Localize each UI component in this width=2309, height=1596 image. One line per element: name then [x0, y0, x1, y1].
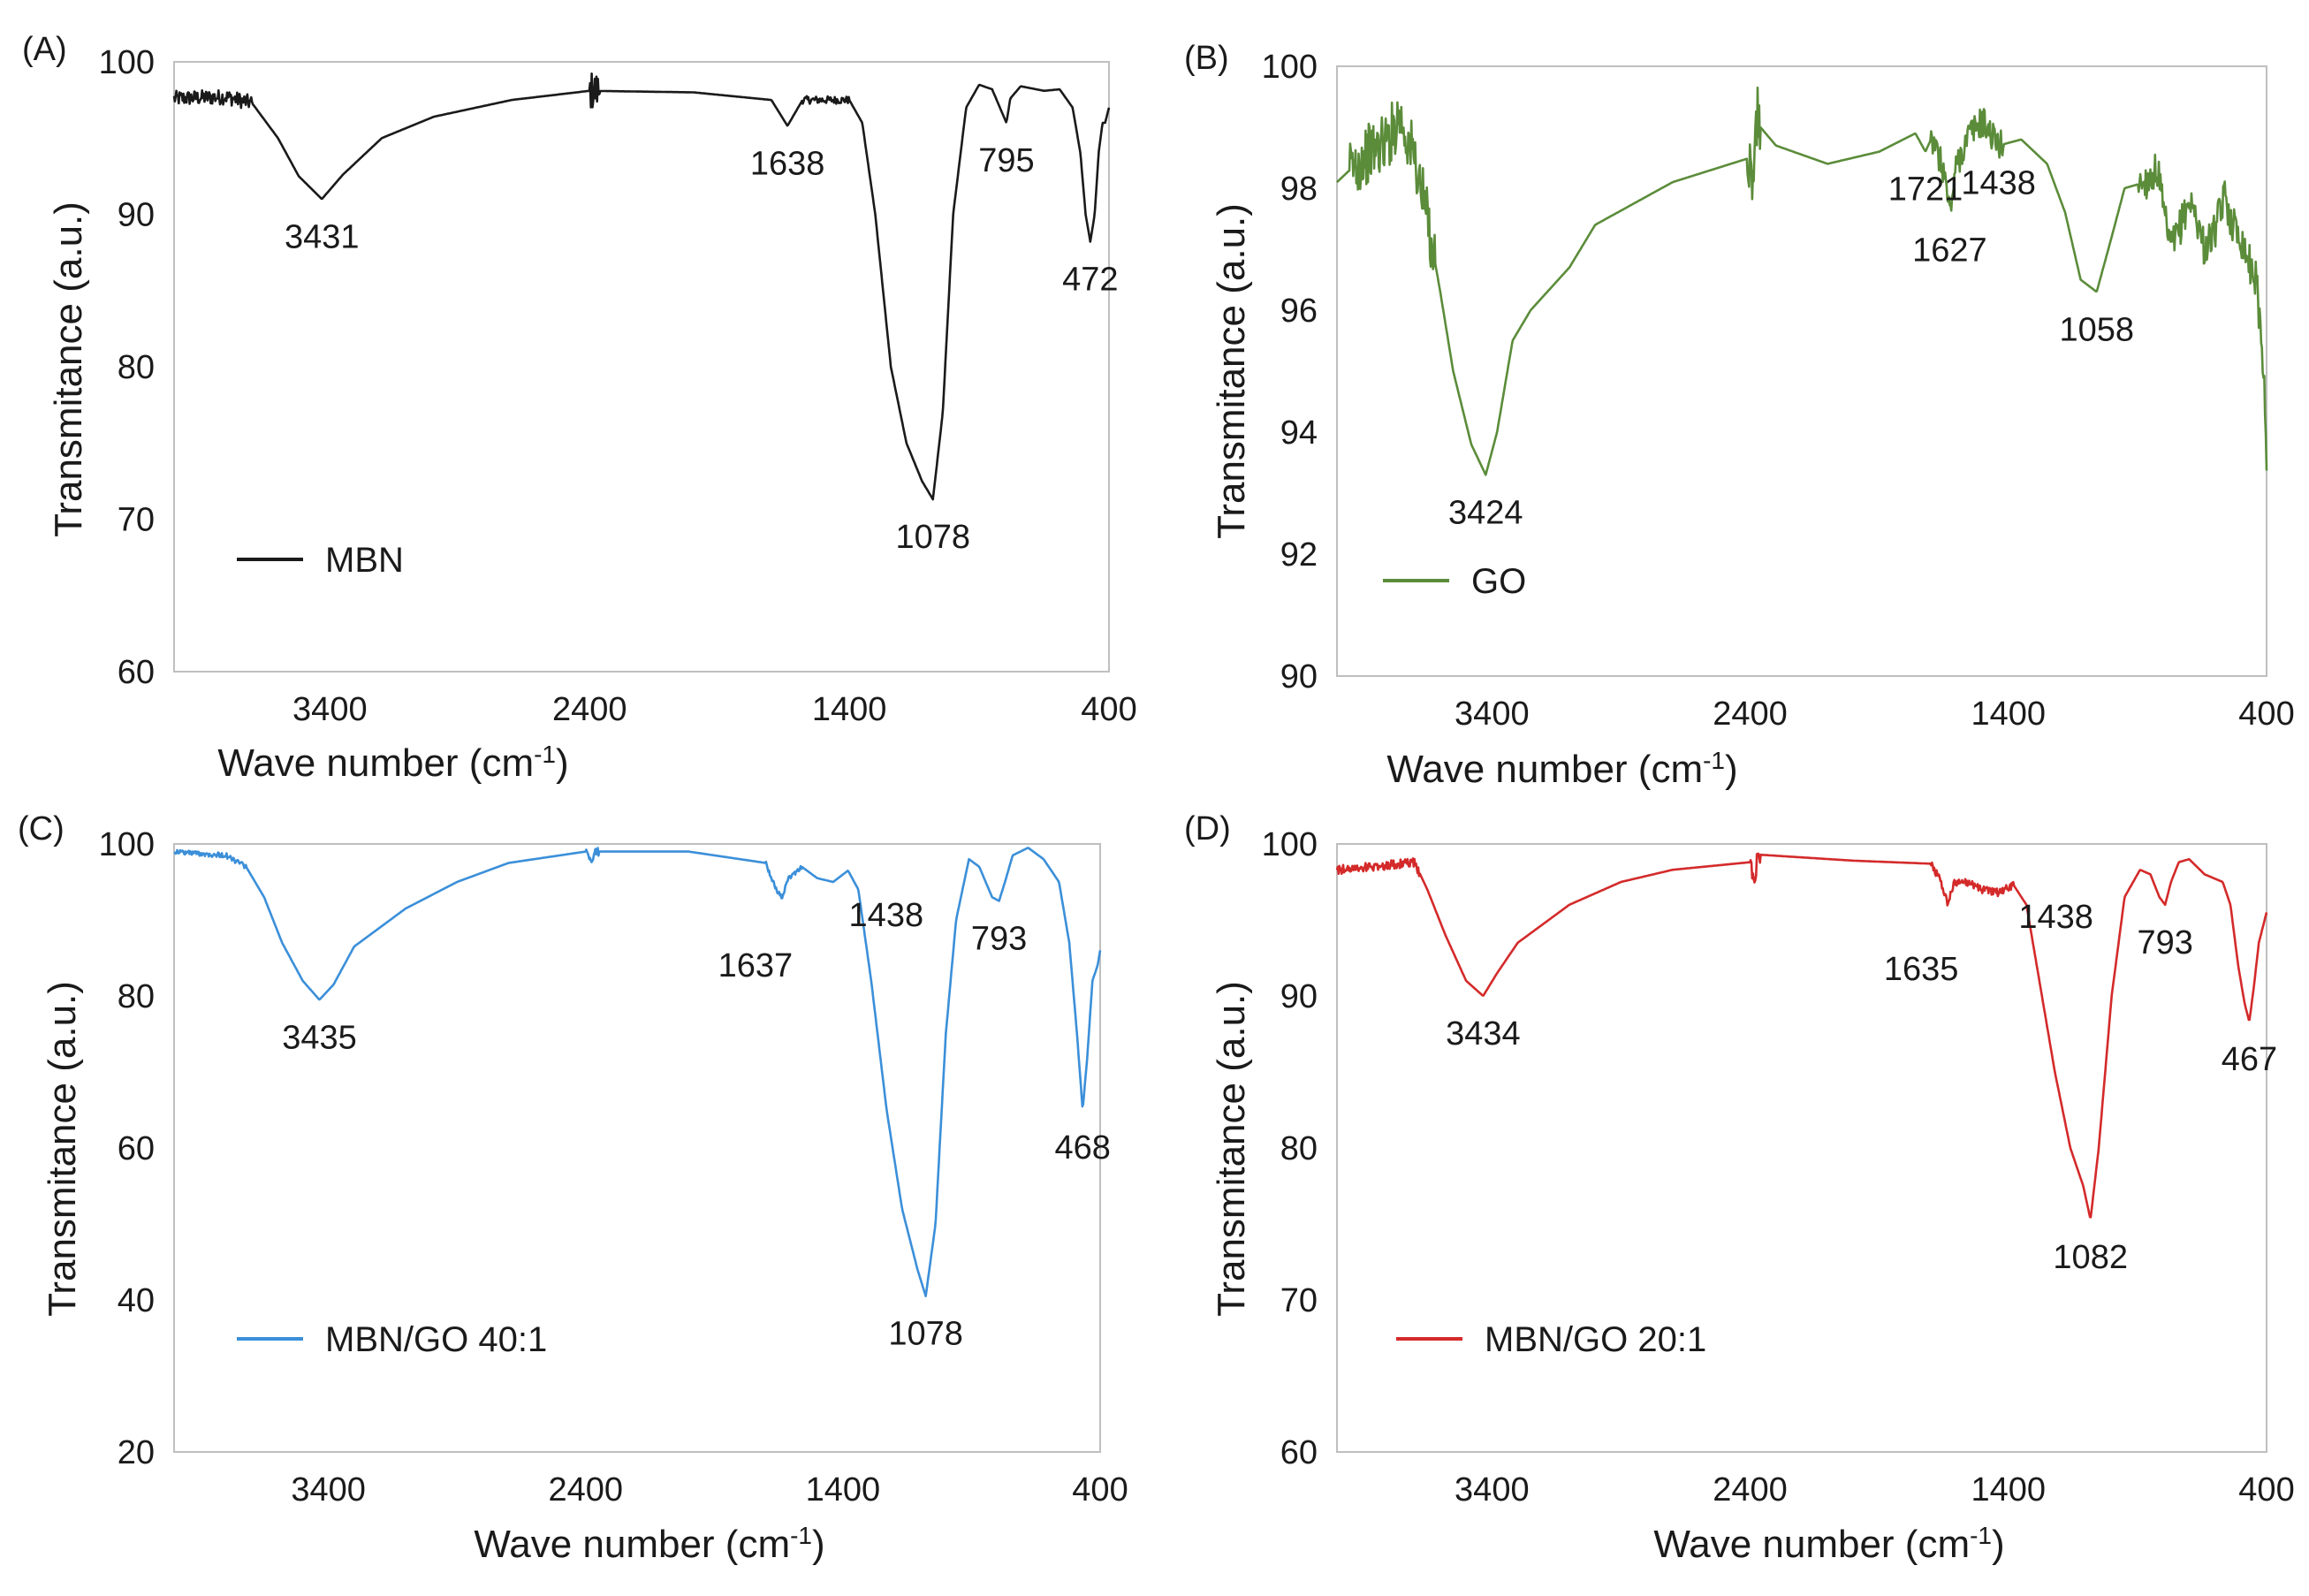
x-tick-label: 2400: [1713, 695, 1788, 733]
x-tick-label: 2400: [549, 1471, 624, 1509]
y-tick-label: 20: [118, 1434, 155, 1471]
panel-label: (A): [22, 31, 67, 68]
plot-frame: [1336, 65, 2267, 677]
peak-label: 1082: [2053, 1239, 2128, 1276]
x-axis-title: Wave number (cm-1): [1653, 1522, 2004, 1567]
peak-label: 1635: [1884, 951, 1959, 988]
panel-label: (B): [1184, 40, 1229, 77]
panel-d: (D) Wave number (cm-1) Transmitance (a.u…: [1184, 810, 2295, 1566]
y-tick-label: 100: [1262, 826, 1318, 863]
y-tick-label: 100: [99, 44, 155, 81]
y-tick-label: 80: [1280, 1130, 1318, 1167]
panel-c: (C) Wave number (cm-1) Transmitance (a.u…: [18, 810, 1128, 1566]
spectrum-line: [1335, 852, 2268, 1219]
y-tick-label: 70: [118, 502, 155, 539]
plot-frame: [173, 843, 1101, 1453]
x-tick-label: 3400: [291, 1471, 366, 1509]
legend-label: MBN: [325, 541, 404, 580]
peak-label: 468: [1055, 1129, 1111, 1167]
y-tick-label: 90: [1280, 978, 1318, 1015]
x-tick-label: 400: [1072, 1471, 1128, 1509]
y-axis-title: Transmitance (a.u.): [41, 981, 84, 1317]
peak-label: 1058: [2059, 311, 2134, 348]
panel-b: (B) Wave number (cm-1) Transmitance (a.u…: [1184, 40, 2295, 791]
x-tick-label: 1400: [1971, 1471, 2047, 1509]
peak-label: 1078: [895, 519, 970, 556]
legend-label: GO: [1471, 562, 1526, 601]
x-axis-title: Wave number (cm-1): [1386, 747, 1737, 792]
y-tick-label: 70: [1280, 1282, 1318, 1319]
peak-label: 1638: [750, 145, 825, 182]
x-tick-label: 3400: [1455, 1471, 1530, 1509]
x-tick-label: 400: [2238, 695, 2294, 733]
peak-label: 3424: [1448, 494, 1523, 531]
x-tick-label: 400: [1081, 691, 1136, 728]
peak-label: 3435: [282, 1019, 357, 1056]
y-tick-label: 80: [118, 978, 155, 1015]
peak-label: 467: [2222, 1041, 2277, 1078]
y-tick-label: 98: [1280, 171, 1318, 208]
peak-label: 1721: [1888, 171, 1963, 209]
x-tick-label: 2400: [1713, 1471, 1788, 1509]
y-axis-title: Transmitance (a.u.): [1210, 203, 1253, 539]
x-axis-title: Wave number (cm-1): [474, 1522, 824, 1567]
y-tick-label: 96: [1280, 293, 1318, 330]
x-axis-title: Wave number (cm-1): [217, 741, 568, 786]
y-tick-label: 80: [118, 349, 155, 386]
panel-a: (A) Wave number (cm-1) Transmitance (a.u…: [22, 31, 1137, 785]
y-axis-title: Transmitance (a.u.): [47, 201, 90, 537]
y-tick-label: 100: [99, 826, 155, 863]
peak-label: 1438: [2018, 899, 2093, 936]
y-tick-label: 90: [118, 197, 155, 234]
peak-label: 1637: [718, 947, 794, 984]
y-tick-label: 92: [1280, 536, 1318, 574]
y-tick-label: 60: [1280, 1434, 1318, 1471]
spectrum-line: [1336, 86, 2268, 476]
y-tick-label: 60: [118, 654, 155, 691]
x-tick-label: 3400: [292, 691, 368, 728]
peak-label: 793: [2137, 924, 2192, 961]
spectrum-line: [172, 72, 1111, 501]
x-tick-label: 1400: [806, 1471, 881, 1509]
y-tick-label: 94: [1280, 414, 1318, 452]
panel-label: (C): [18, 810, 65, 847]
peak-label: 795: [978, 142, 1034, 179]
x-tick-label: 400: [2238, 1471, 2294, 1509]
y-tick-label: 40: [118, 1282, 155, 1319]
x-tick-label: 1400: [1971, 695, 2047, 733]
y-tick-label: 100: [1262, 49, 1318, 86]
spectrum-line: [173, 847, 1102, 1297]
y-axis-title: Transmitance (a.u.): [1210, 981, 1253, 1317]
peak-label: 3434: [1446, 1015, 1521, 1053]
x-tick-label: 3400: [1455, 695, 1530, 733]
plot-frame: [1336, 843, 2267, 1453]
peak-label: 1438: [849, 897, 924, 934]
x-tick-label: 2400: [552, 691, 627, 728]
legend-label: MBN/GO 40:1: [325, 1320, 547, 1359]
peak-label: 1438: [1961, 165, 2036, 202]
peak-label: 472: [1062, 262, 1118, 299]
y-tick-label: 90: [1280, 658, 1318, 695]
legend-label: MBN/GO 20:1: [1485, 1320, 1706, 1359]
peak-label: 1627: [1912, 232, 1987, 270]
peak-label: 3431: [285, 218, 360, 255]
plot-frame: [173, 61, 1110, 673]
panel-label: (D): [1184, 810, 1231, 847]
peak-label: 1078: [888, 1316, 963, 1353]
peak-label: 793: [971, 921, 1027, 958]
y-tick-label: 60: [118, 1130, 155, 1167]
x-tick-label: 1400: [812, 691, 887, 728]
